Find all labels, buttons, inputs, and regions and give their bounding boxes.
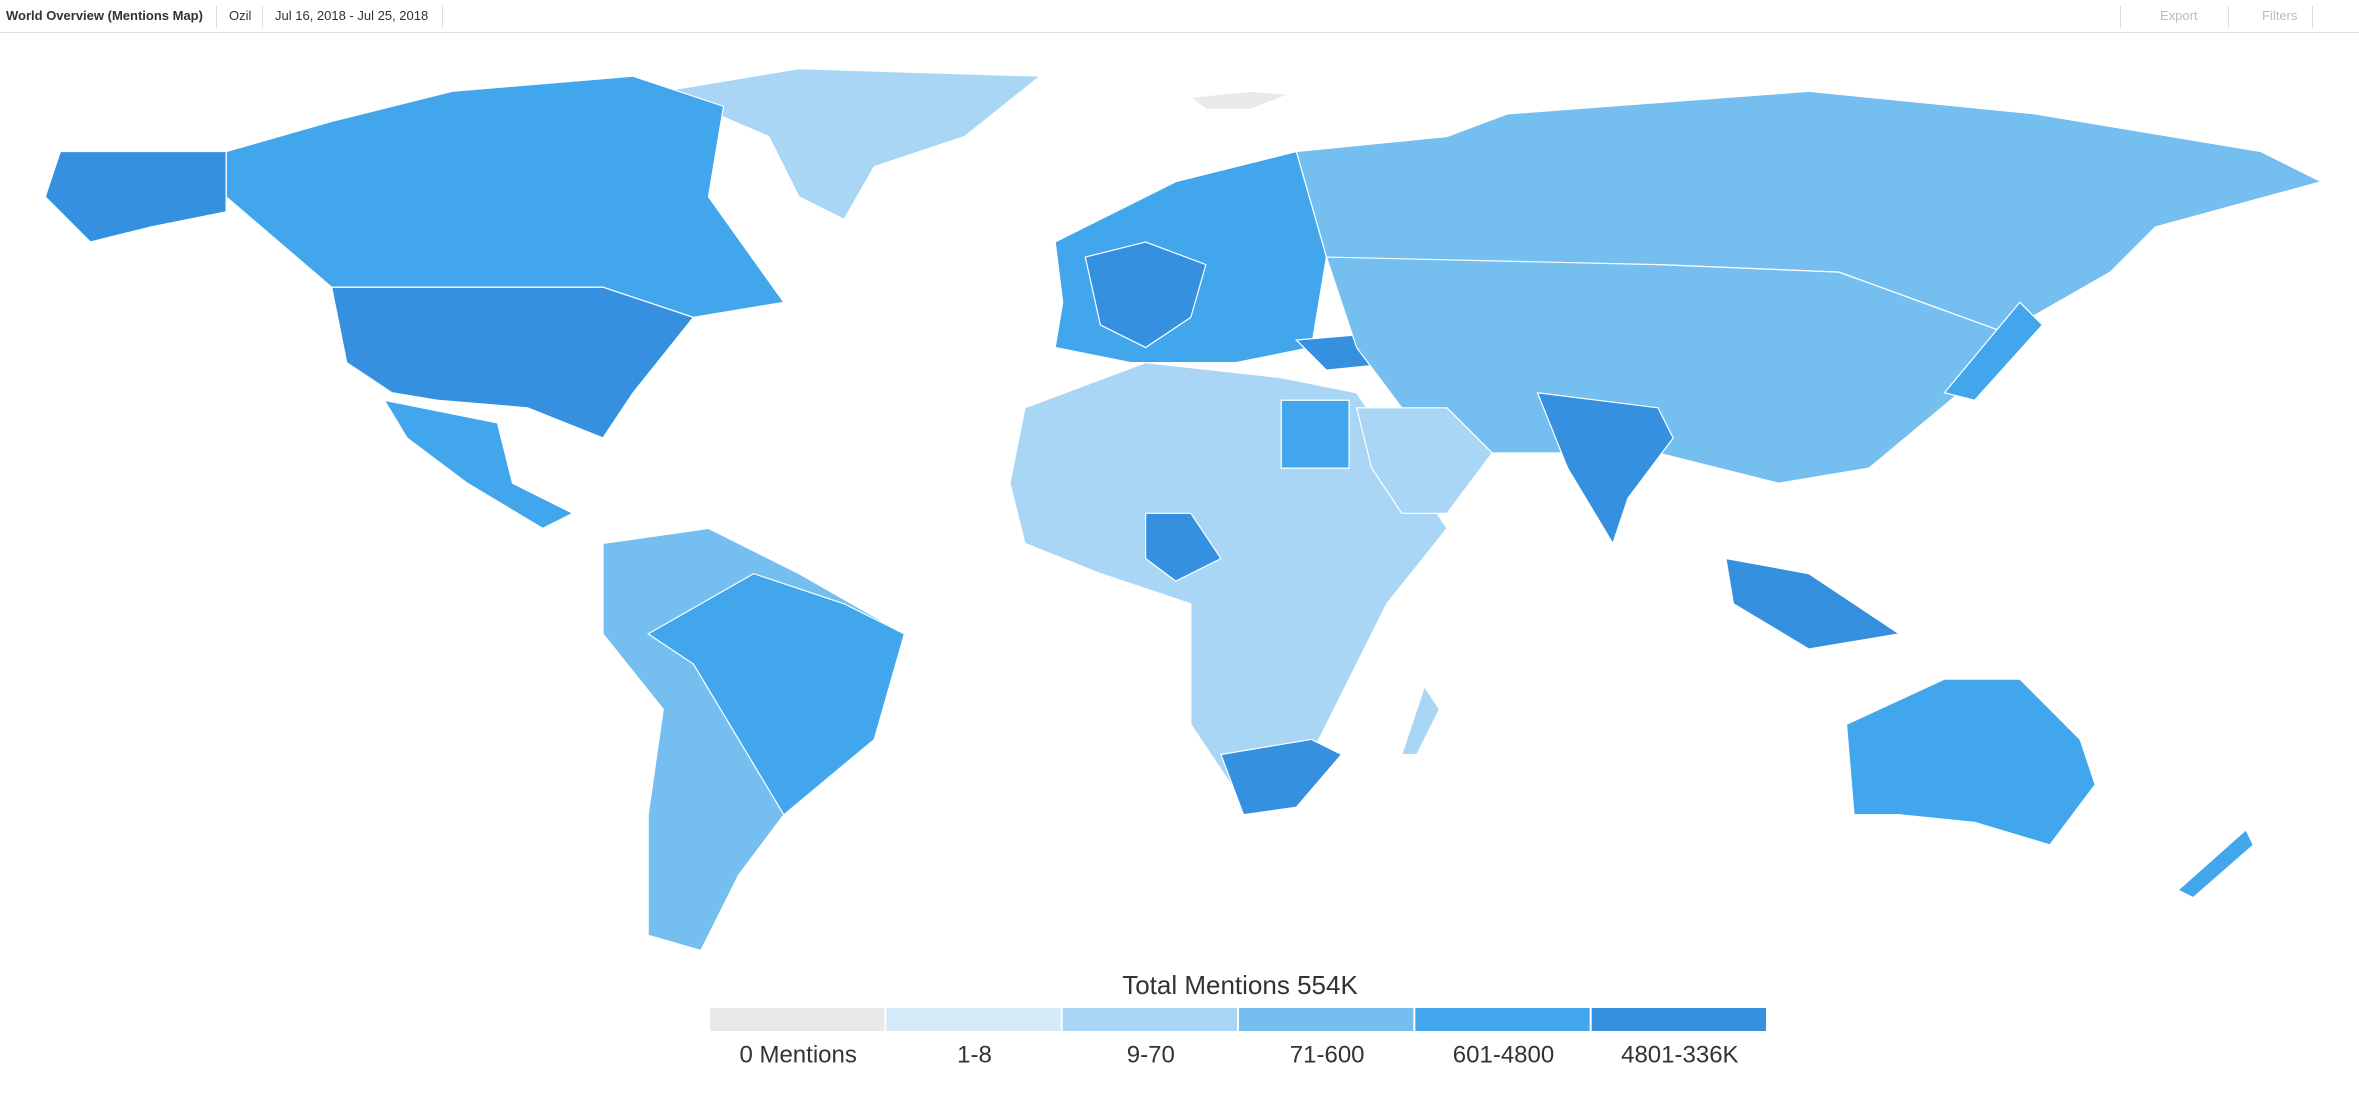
country [1355, 407, 1494, 514]
country [1845, 678, 2096, 846]
country [661, 68, 1042, 221]
country [1536, 392, 1674, 545]
separator [2228, 6, 2229, 28]
legend-label: 0 Mentions [739, 1041, 856, 1068]
legend-swatch [1415, 1008, 1590, 1031]
legend-label: 601-4800 [1453, 1041, 1554, 1068]
country [1084, 241, 1207, 349]
country [1220, 738, 1343, 816]
separator [2312, 6, 2313, 28]
separator [216, 6, 217, 28]
separator [2120, 6, 2121, 28]
legend-label: 71-600 [1290, 1041, 1365, 1068]
country [2177, 828, 2255, 899]
filters-button[interactable]: Filters [2262, 8, 2298, 23]
legend-swatch [886, 1008, 1061, 1031]
separator [262, 6, 263, 28]
legend-swatch [710, 1008, 885, 1031]
country [330, 286, 695, 439]
country [44, 150, 227, 243]
legend-swatch [1591, 1008, 1766, 1031]
legend-title: Total Mentions 554K [1122, 970, 1358, 1000]
export-button[interactable]: Export [2160, 8, 2198, 23]
topic[interactable]: Ozil [229, 8, 252, 23]
legend-label: 1-8 [957, 1041, 992, 1068]
separator [442, 6, 443, 28]
country [1943, 301, 2044, 401]
toolbar: World Overview (Mentions Map) Ozil Jul 1… [0, 0, 2359, 33]
country [1400, 685, 1441, 756]
country [225, 75, 785, 318]
country [1189, 90, 1290, 110]
legend-label: 4801-336K [1621, 1041, 1738, 1068]
legend-label: 9-70 [1127, 1041, 1175, 1068]
legend-swatch [1062, 1008, 1237, 1031]
report-title: World Overview (Mentions Map) [6, 8, 203, 23]
date-range[interactable]: Jul 16, 2018 - Jul 25, 2018 [275, 8, 429, 23]
country [1280, 399, 1350, 469]
legend-swatch [1239, 1008, 1414, 1031]
country [1144, 512, 1222, 582]
country [383, 399, 575, 530]
world-map [44, 68, 2323, 952]
country [647, 572, 906, 816]
country [1725, 557, 1901, 650]
